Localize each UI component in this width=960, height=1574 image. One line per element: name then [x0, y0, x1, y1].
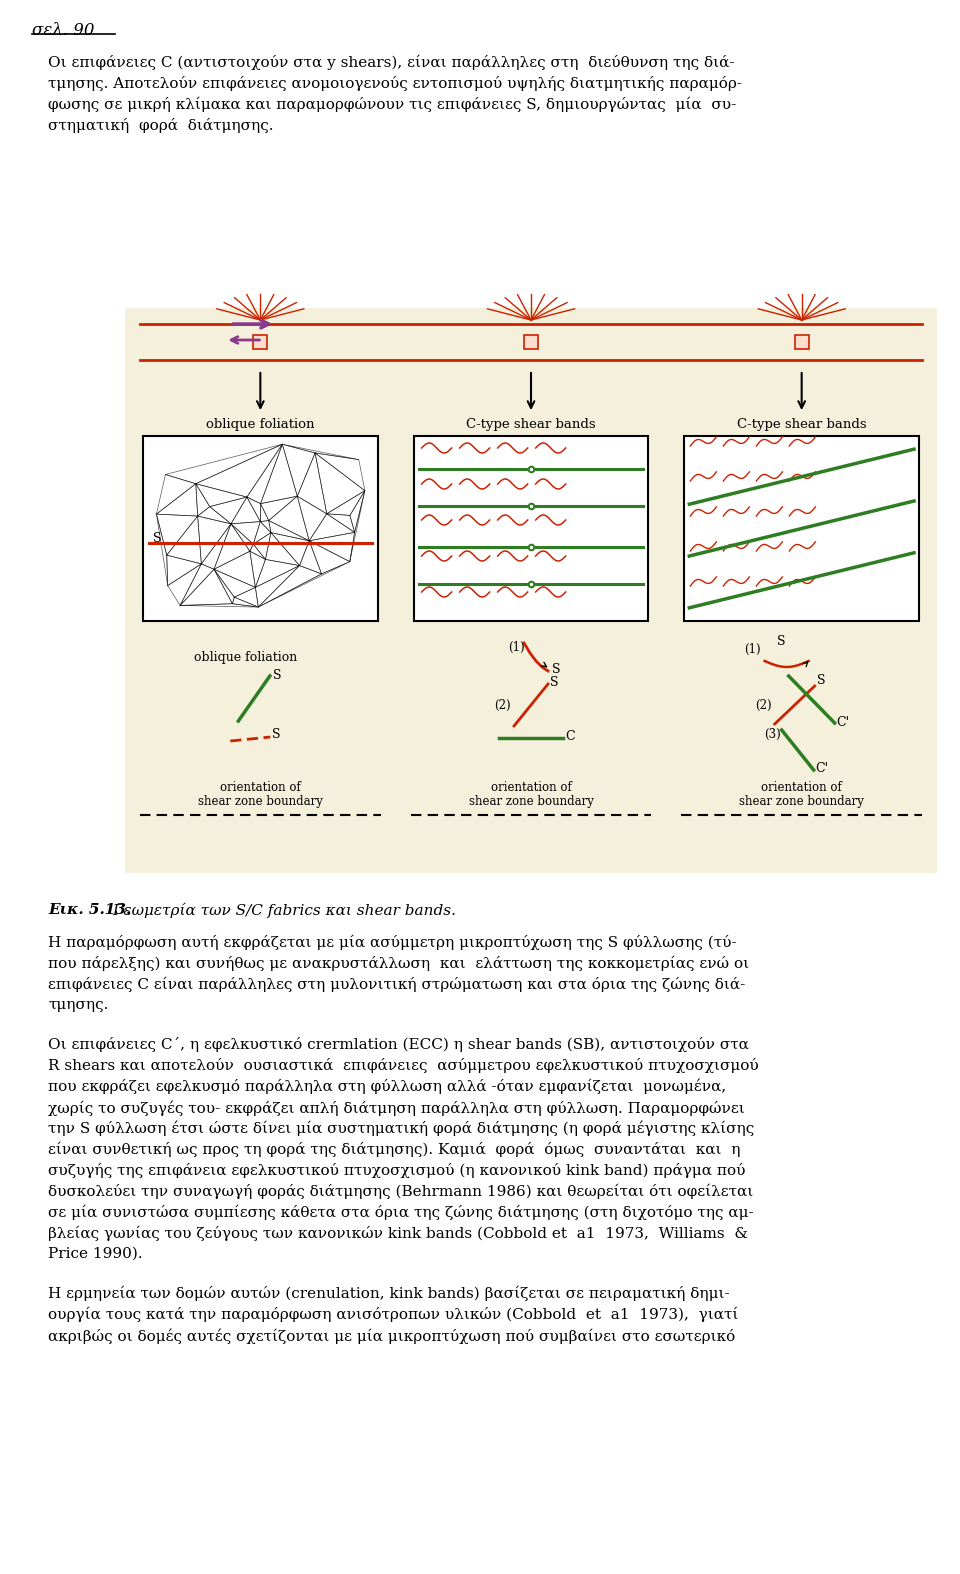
Text: orientation of: orientation of — [761, 781, 842, 793]
Text: Γεωμετρία των S/C fabrics και shear bands.: Γεωμετρία των S/C fabrics και shear band… — [108, 903, 456, 918]
Text: (2): (2) — [755, 699, 771, 711]
Text: shear zone boundary: shear zone boundary — [468, 795, 593, 807]
Text: είναι συνθετική ως προς τη φορά της διάτμησης). Καμιά  φορά  όμως  συναντάται  κ: είναι συνθετική ως προς τη φορά της διάτ… — [48, 1143, 740, 1157]
Bar — [684, 436, 919, 622]
Text: C': C' — [816, 762, 828, 774]
Text: χωρίς το συζυγές του- εκφράζει απλή διάτμηση παράλληλα στη φύλλωση. Παραμορφώνει: χωρίς το συζυγές του- εκφράζει απλή διάτ… — [48, 1100, 745, 1116]
Text: σε μία συνιστώσα συμπίεσης κάθετα στα όρια της ζώνης διάτμησης (στη διχοτόμο της: σε μία συνιστώσα συμπίεσης κάθετα στα όρ… — [48, 1206, 754, 1220]
Text: (3): (3) — [763, 729, 780, 741]
Text: (2): (2) — [494, 699, 511, 711]
Text: S: S — [552, 663, 561, 675]
Text: C': C' — [837, 716, 850, 729]
Text: βλείας γωνίας του ζεύγους των κανονικών kink bands (Cobbold et  a1  1973,  Willi: βλείας γωνίας του ζεύγους των κανονικών … — [48, 1226, 748, 1242]
Text: S: S — [777, 634, 785, 648]
Text: S: S — [273, 669, 281, 683]
Text: ουργία τους κατά την παραμόρφωση ανισότροπων υλικών (Cobbold  et  a1  1973),  γι: ουργία τους κατά την παραμόρφωση ανισότρ… — [48, 1306, 738, 1322]
Text: C: C — [565, 730, 575, 743]
Text: επιφάνειες C είναι παράλληλες στη μυλονιτική στρώματωση και στα όρια της ζώνης δ: επιφάνειες C είναι παράλληλες στη μυλονι… — [48, 977, 745, 992]
Text: στηματική  φορά  διάτμησης.: στηματική φορά διάτμησης. — [48, 118, 274, 132]
Bar — [414, 436, 648, 622]
Bar — [125, 309, 937, 874]
Text: oblique foliation: oblique foliation — [206, 419, 315, 431]
Text: S: S — [550, 675, 559, 689]
Text: δυσκολεύει την συναγωγή φοράς διάτμησης (Behrmann 1986) και θεωρείται ότι οφείλε: δυσκολεύει την συναγωγή φοράς διάτμησης … — [48, 1184, 754, 1199]
Bar — [524, 335, 538, 349]
Text: Οι επιφάνειες C (αντιστοιχούν στα y shears), είναι παράλληλες στη  διεύθυνση της: Οι επιφάνειες C (αντιστοιχούν στα y shea… — [48, 55, 734, 71]
Text: την S φύλλωση έτσι ώστε δίνει μία συστηματική φορά διάτμησης (η φορά μέγιστης κλ: την S φύλλωση έτσι ώστε δίνει μία συστημ… — [48, 1121, 755, 1136]
Text: Η ερμηνεία των δομών αυτών (crenulation, kink bands) βασίζεται σε πειραματική δη: Η ερμηνεία των δομών αυτών (crenulation,… — [48, 1286, 730, 1302]
Text: oblique foliation: oblique foliation — [194, 652, 297, 664]
Text: C-type shear bands: C-type shear bands — [467, 419, 596, 431]
Text: S: S — [273, 729, 281, 741]
Text: που πάρελξης) και συνήθως με ανακρυστάλλωση  και  ελάττωση της κοκκομετρίας ενώ : που πάρελξης) και συνήθως με ανακρυστάλλ… — [48, 955, 749, 971]
Text: shear zone boundary: shear zone boundary — [739, 795, 864, 807]
Text: ακριβώς οι δομές αυτές σχετίζονται με μία μικροπτύχωση πού συμβαίνει στο εσωτερι: ακριβώς οι δομές αυτές σχετίζονται με μί… — [48, 1328, 735, 1344]
Text: σελ. 90: σελ. 90 — [32, 22, 94, 39]
Text: R shears και αποτελούν  ουσιαστικά  επιφάνειες  ασύμμετρου εφελκυστικού πτυχοσχι: R shears και αποτελούν ουσιαστικά επιφάν… — [48, 1058, 758, 1073]
Text: (1): (1) — [508, 641, 524, 655]
Bar — [795, 335, 808, 349]
Text: συζυγής της επιφάνεια εφελκυστικού πτυχοσχισμού (η κανονικού kink band) πράγμα π: συζυγής της επιφάνεια εφελκυστικού πτυχο… — [48, 1163, 746, 1177]
Bar — [253, 335, 267, 349]
Text: C-type shear bands: C-type shear bands — [737, 419, 867, 431]
Text: Price 1990).: Price 1990). — [48, 1247, 143, 1261]
Text: orientation of: orientation of — [220, 781, 300, 793]
Text: orientation of: orientation of — [491, 781, 571, 793]
Text: φωσης σε μικρή κλίμακα και παραμορφώνουν τις επιφάνειες S, δημιουργώντας  μία  σ: φωσης σε μικρή κλίμακα και παραμορφώνουν… — [48, 98, 736, 112]
Text: S: S — [153, 532, 161, 545]
Text: Η παραμόρφωση αυτή εκφράζεται με μία ασύμμετρη μικροπτύχωση της S φύλλωσης (τύ-: Η παραμόρφωση αυτή εκφράζεται με μία ασύ… — [48, 935, 736, 951]
Text: shear zone boundary: shear zone boundary — [198, 795, 323, 807]
Text: Εικ. 5.13.: Εικ. 5.13. — [48, 903, 132, 918]
Text: Οι επιφάνειες C΄, η εφελκυστικό crermlation (ECC) η shear bands (SB), αντιστοιχο: Οι επιφάνειες C΄, η εφελκυστικό crermlat… — [48, 1037, 749, 1051]
Text: που εκφράζει εφελκυσμό παράλληλα στη φύλλωση αλλά -όταν εμφανίζεται  μονωμένα,: που εκφράζει εφελκυσμό παράλληλα στη φύλ… — [48, 1080, 727, 1094]
Bar — [143, 436, 377, 622]
Text: S: S — [817, 674, 826, 686]
Text: τμησης. Αποτελούν επιφάνειες ανομοιογενούς εντοπισμού υψηλής διατμητικής παραμόρ: τμησης. Αποτελούν επιφάνειες ανομοιογενο… — [48, 76, 742, 91]
Text: τμησης.: τμησης. — [48, 998, 108, 1012]
Text: (1): (1) — [744, 644, 760, 656]
